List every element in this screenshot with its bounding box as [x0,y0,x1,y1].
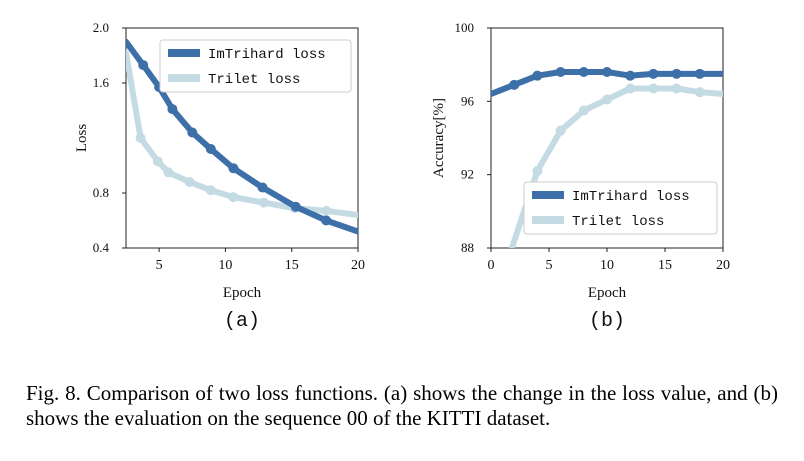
y-tick-label: 92 [461,167,474,182]
legend-label-imtrihard: ImTrihard loss [208,47,326,63]
panel-label: (a) [224,310,260,333]
y-tick-label: 2.0 [93,20,109,35]
data-point-trilet [228,192,239,203]
data-point-imtrihard [694,68,705,79]
data-point-trilet [321,205,332,216]
plot-frame [125,27,359,249]
data-point-imtrihard [257,182,268,193]
x-tick-label: 10 [218,258,232,273]
legend: ImTrihard loss Trilet loss [159,39,352,93]
data-point-imtrihard [555,67,566,77]
data-point-trilet [671,83,682,94]
plot-data [491,67,723,248]
x-tick-label: 5 [546,258,553,273]
legend: ImTrihard loss Trilet loss [523,181,718,235]
data-point-trilet [532,166,543,176]
y-axis-label: Loss [74,124,90,153]
legend-box [159,39,352,93]
x-tick-label: 20 [716,258,730,273]
y-tick-label: 96 [461,93,475,108]
data-point-trilet [694,87,705,98]
data-point-imtrihard [228,163,239,174]
data-point-imtrihard [290,201,301,212]
legend-label-imtrihard: ImTrihard loss [572,189,690,205]
x-axis-label: Epoch [588,285,627,301]
panel-label: (b) [589,310,625,333]
x-tick-label: 15 [658,258,672,273]
legend-label-trilet: Trilet loss [208,72,300,88]
legend-box [523,181,718,235]
legend-label-trilet: Trilet loss [572,214,664,230]
data-point-trilet [163,167,174,178]
data-point-trilet [578,105,589,116]
data-point-imtrihard [321,215,332,226]
data-point-imtrihard [602,67,612,77]
data-point-trilet [135,133,146,143]
data-point-trilet [648,83,659,94]
data-point-imtrihard [671,68,682,79]
data-point-imtrihard [138,60,149,71]
plot-data [126,38,358,235]
data-point-imtrihard [578,67,589,77]
data-point-imtrihard [625,70,636,81]
data-point-imtrihard [509,79,520,90]
x-tick-label: 10 [600,258,614,273]
series-line-trilet [508,85,723,248]
x-tick-label: 20 [351,258,365,273]
data-point-imtrihard [205,144,216,154]
data-point-trilet [152,156,163,167]
chart-panel-b: 0 5 10 15 20 88 92 96 100 Epoch Accuracy[%] (b) ImTr… [431,20,730,333]
data-point-trilet [258,197,269,208]
data-point-imtrihard [648,68,659,79]
data-point-trilet [625,83,636,94]
figure-caption: Fig. 8. Comparison of two loss functions… [26,381,778,430]
y-tick-label: 100 [455,20,475,35]
y-tick-label: 0.4 [93,240,110,255]
data-point-trilet [184,177,195,187]
y-tick-label: 1.6 [93,75,110,90]
x-tick-label: 15 [285,258,299,273]
chart-panel-a: 5 10 15 20 0.4 0.8 1.6 2.0 Epoch Loss (a) ImTrihard… [74,20,365,333]
data-point-trilet [205,185,216,196]
data-point-imtrihard [167,104,178,115]
x-tick-label: 0 [488,258,495,273]
x-tick-label: 5 [156,258,163,273]
data-point-trilet [555,125,566,136]
data-point-trilet [602,94,612,105]
data-point-imtrihard [187,127,198,138]
data-point-imtrihard [532,70,543,81]
y-axis-label: Accuracy[%] [431,98,447,178]
x-axis-label: Epoch [223,285,262,301]
y-tick-label: 88 [461,240,474,255]
y-tick-label: 0.8 [93,185,109,200]
